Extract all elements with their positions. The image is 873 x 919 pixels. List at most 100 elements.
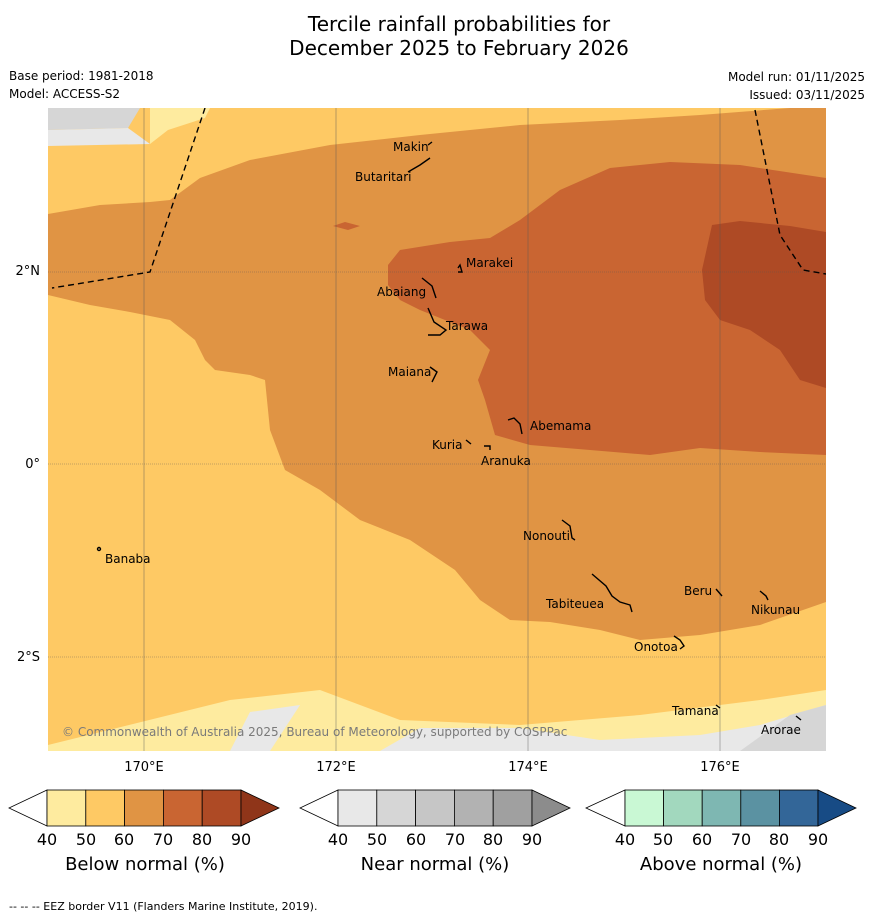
near-normal-patch-top-left bbox=[48, 108, 140, 130]
tick: 80 bbox=[191, 830, 213, 849]
tick: 90 bbox=[807, 830, 829, 849]
island-kuria bbox=[465, 439, 472, 445]
label-onotoa: Onotoa bbox=[634, 640, 678, 654]
base-period: Base period: 1981-2018 bbox=[9, 69, 154, 83]
label-tarawa: Tarawa bbox=[445, 319, 488, 333]
label-aranuka: Aranuka bbox=[481, 454, 531, 468]
eez-border-west bbox=[51, 108, 206, 289]
tick: 60 bbox=[113, 830, 135, 849]
label-banaba: Banaba bbox=[105, 552, 151, 566]
legend-title-above: Above normal (%) bbox=[639, 854, 803, 875]
label-marakei: Marakei bbox=[466, 256, 513, 270]
label-butaritari: Butaritari bbox=[355, 170, 412, 184]
model-name: Model: ACCESS-S2 bbox=[9, 87, 121, 101]
gridlines bbox=[48, 108, 826, 751]
tick: 50 bbox=[75, 830, 97, 849]
band-70-80-speck bbox=[333, 222, 360, 230]
tick: 60 bbox=[691, 830, 713, 849]
near-normal-patch-top-left-light bbox=[48, 128, 150, 146]
legend-swatch-high-end bbox=[240, 789, 280, 827]
legend-swatch bbox=[376, 789, 416, 827]
near-normal-patch-bottom-3 bbox=[740, 705, 826, 751]
island-aranuka bbox=[484, 445, 491, 450]
legend-swatch bbox=[162, 789, 203, 827]
tick: 90 bbox=[521, 830, 543, 849]
label-nikunau: Nikunau bbox=[751, 603, 800, 617]
tick: 60 bbox=[405, 830, 427, 849]
label-abemama: Abemama bbox=[530, 419, 591, 433]
eez-border-east bbox=[754, 109, 826, 275]
chart-title: Tercile rainfall probabilities for Decem… bbox=[0, 12, 873, 60]
legend-swatch bbox=[85, 789, 126, 827]
tick: 40 bbox=[327, 830, 349, 849]
label-abaiang: Abaiang bbox=[377, 285, 426, 299]
island-tamana bbox=[715, 704, 721, 709]
islands bbox=[96, 141, 802, 721]
eez-borders bbox=[51, 108, 826, 289]
tick: 50 bbox=[366, 830, 388, 849]
tick: 70 bbox=[730, 830, 752, 849]
lat-label-2S: 2°S bbox=[16, 650, 40, 665]
title-line-1: Tercile rainfall probabilities for bbox=[307, 12, 611, 36]
island-butaritari bbox=[407, 157, 431, 173]
legend-swatch-high-end bbox=[817, 789, 857, 827]
legend-swatch bbox=[46, 789, 87, 827]
tick: 80 bbox=[482, 830, 504, 849]
lon-label-176E: 176°E bbox=[700, 760, 740, 775]
legend-swatch bbox=[415, 789, 455, 827]
legend-swatch bbox=[701, 789, 742, 827]
legend-swatch bbox=[337, 789, 378, 827]
band-40-50-top bbox=[150, 108, 210, 144]
place-labels: Makin Butaritari Marakei Abaiang Tarawa … bbox=[105, 140, 801, 737]
legend-title-near: Near normal (%) bbox=[360, 854, 510, 875]
island-maiana bbox=[429, 366, 438, 383]
label-beru: Beru bbox=[684, 584, 712, 598]
tick: 90 bbox=[230, 830, 252, 849]
tick: 50 bbox=[652, 830, 674, 849]
label-maiana: Maiana bbox=[388, 365, 431, 379]
legend-swatch bbox=[124, 789, 164, 827]
label-makin: Makin bbox=[393, 140, 429, 154]
band-80-90 bbox=[702, 221, 826, 388]
tick: 40 bbox=[36, 830, 58, 849]
tick: 70 bbox=[444, 830, 466, 849]
island-nonouti bbox=[561, 519, 576, 541]
legend-swatch bbox=[624, 789, 664, 827]
near-normal-patch-bottom-1 bbox=[230, 705, 300, 751]
island-banaba bbox=[96, 546, 102, 552]
legend-swatch-low-end bbox=[299, 789, 339, 827]
tick: 70 bbox=[152, 830, 174, 849]
label-tamana: Tamana bbox=[671, 704, 719, 718]
legend-swatch bbox=[779, 789, 819, 827]
near-normal-patch-bottom-2 bbox=[380, 705, 826, 751]
lon-label-172E: 172°E bbox=[316, 760, 356, 775]
island-marakei bbox=[457, 263, 463, 273]
legend-swatch bbox=[663, 789, 703, 827]
tick: 80 bbox=[768, 830, 790, 849]
legend-swatch bbox=[492, 789, 533, 827]
label-nonouti: Nonouti bbox=[523, 529, 570, 543]
copyright-text: © Commonwealth of Australia 2025, Bureau… bbox=[62, 725, 568, 739]
legend-swatch bbox=[201, 789, 242, 827]
issued-date: Issued: 03/11/2025 bbox=[749, 88, 865, 102]
island-tabiteuea bbox=[591, 573, 633, 613]
island-nikunau bbox=[759, 590, 769, 601]
island-onotoa bbox=[673, 635, 685, 650]
legend-swatch-high-end bbox=[531, 789, 571, 827]
tick: 40 bbox=[614, 830, 636, 849]
legend-swatch bbox=[453, 789, 494, 827]
island-tarawa bbox=[427, 307, 448, 336]
label-kuria: Kuria bbox=[432, 438, 463, 452]
legend-bar-above bbox=[585, 789, 857, 827]
title-line-2: December 2025 to February 2026 bbox=[289, 36, 629, 60]
island-abemama bbox=[507, 417, 523, 435]
legend-title-below: Below normal (%) bbox=[65, 854, 225, 875]
island-arorae bbox=[795, 715, 802, 721]
lon-label-170E: 170°E bbox=[124, 760, 164, 775]
island-abaiang bbox=[421, 277, 437, 299]
legend-swatch-low-end bbox=[8, 789, 48, 827]
lat-label-0: 0° bbox=[25, 457, 40, 472]
probability-fill: Makin Butaritari Marakei Abaiang Tarawa … bbox=[48, 108, 826, 751]
eez-footnote: -- -- -- EEZ border V11 (Flanders Marine… bbox=[9, 900, 318, 913]
